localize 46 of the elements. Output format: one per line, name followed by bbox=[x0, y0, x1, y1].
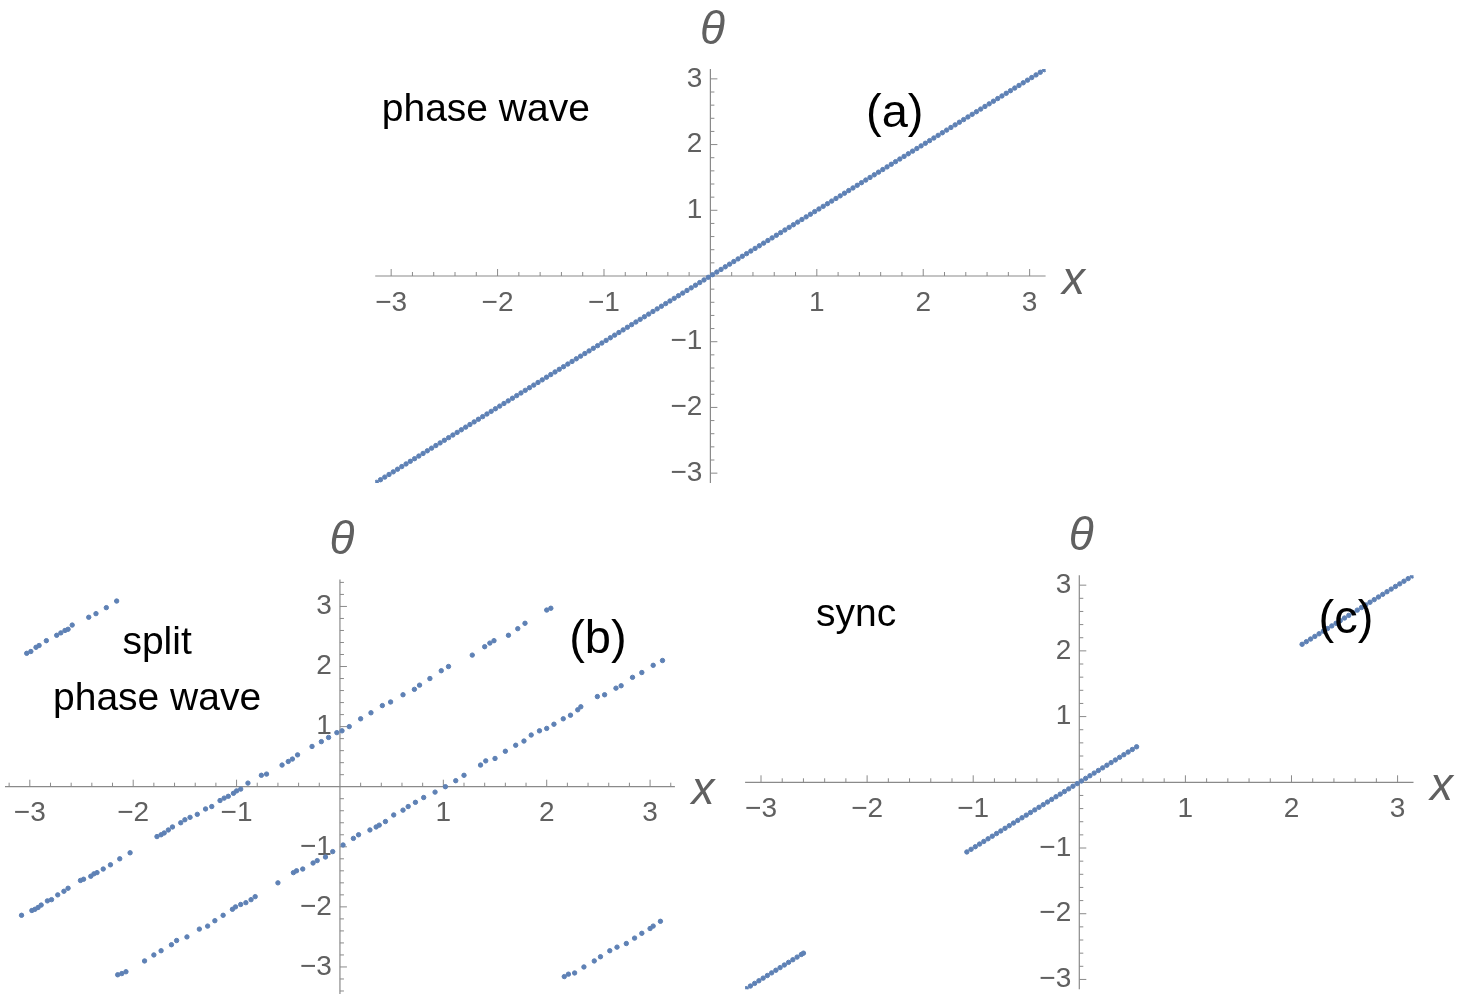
annotation: (a) bbox=[866, 83, 924, 137]
x-tick-label: −1 bbox=[220, 796, 253, 828]
annotation: split phase wave bbox=[53, 618, 262, 718]
y-tick-label: 2 bbox=[1055, 633, 1072, 665]
y-tick-label: 3 bbox=[1055, 567, 1072, 599]
x-tick-label: 2 bbox=[1283, 792, 1300, 824]
y-tick-label: −3 bbox=[300, 949, 332, 981]
annotation: sync bbox=[815, 591, 897, 635]
y-tick-label: −3 bbox=[1039, 962, 1072, 994]
x-tick-label: −1 bbox=[588, 285, 620, 317]
x-tick-label: 1 bbox=[435, 796, 452, 828]
x-tick-label: −2 bbox=[117, 796, 150, 828]
y-axis-title: θ bbox=[329, 512, 355, 565]
x-axis-title: x bbox=[1060, 251, 1088, 304]
y-tick-label: −2 bbox=[1039, 896, 1072, 928]
x-axis-title: x bbox=[689, 762, 717, 815]
y-tick-label: −1 bbox=[670, 324, 703, 356]
x-tick-label: −2 bbox=[481, 285, 514, 317]
x-tick-label: 2 bbox=[915, 285, 932, 317]
x-tick-label: 1 bbox=[1177, 792, 1194, 824]
y-tick-label: −1 bbox=[300, 829, 332, 861]
y-tick-label: 2 bbox=[686, 127, 703, 159]
x-tick-label: −1 bbox=[957, 792, 990, 824]
y-tick-label: 3 bbox=[316, 589, 332, 621]
x-tick-label: −3 bbox=[375, 285, 408, 317]
y-axis-title: θ bbox=[699, 1, 725, 54]
y-tick-label: 1 bbox=[1055, 699, 1072, 731]
x-tick-label: 3 bbox=[1389, 792, 1406, 824]
x-tick-label: −3 bbox=[745, 792, 777, 824]
x-axis-title: x bbox=[1428, 758, 1455, 811]
x-tick-label: −2 bbox=[851, 792, 884, 824]
x-tick-label: 3 bbox=[642, 796, 658, 828]
y-tick-label: 1 bbox=[686, 193, 703, 224]
y-tick-label: 1 bbox=[316, 709, 332, 741]
y-tick-label: −2 bbox=[670, 390, 703, 422]
x-tick-label: −3 bbox=[13, 796, 46, 828]
y-axis-title: θ bbox=[1068, 508, 1094, 561]
y-tick-label: −3 bbox=[670, 455, 703, 487]
annotation: (b) bbox=[569, 610, 627, 664]
y-tick-label: 3 bbox=[686, 61, 703, 93]
x-tick-label: 1 bbox=[809, 285, 825, 317]
y-tick-label: −2 bbox=[300, 889, 332, 921]
y-tick-label: −1 bbox=[1039, 830, 1072, 862]
y-tick-label: 2 bbox=[316, 649, 332, 681]
x-tick-label: 2 bbox=[538, 796, 555, 828]
annotation: phase wave bbox=[381, 85, 590, 129]
